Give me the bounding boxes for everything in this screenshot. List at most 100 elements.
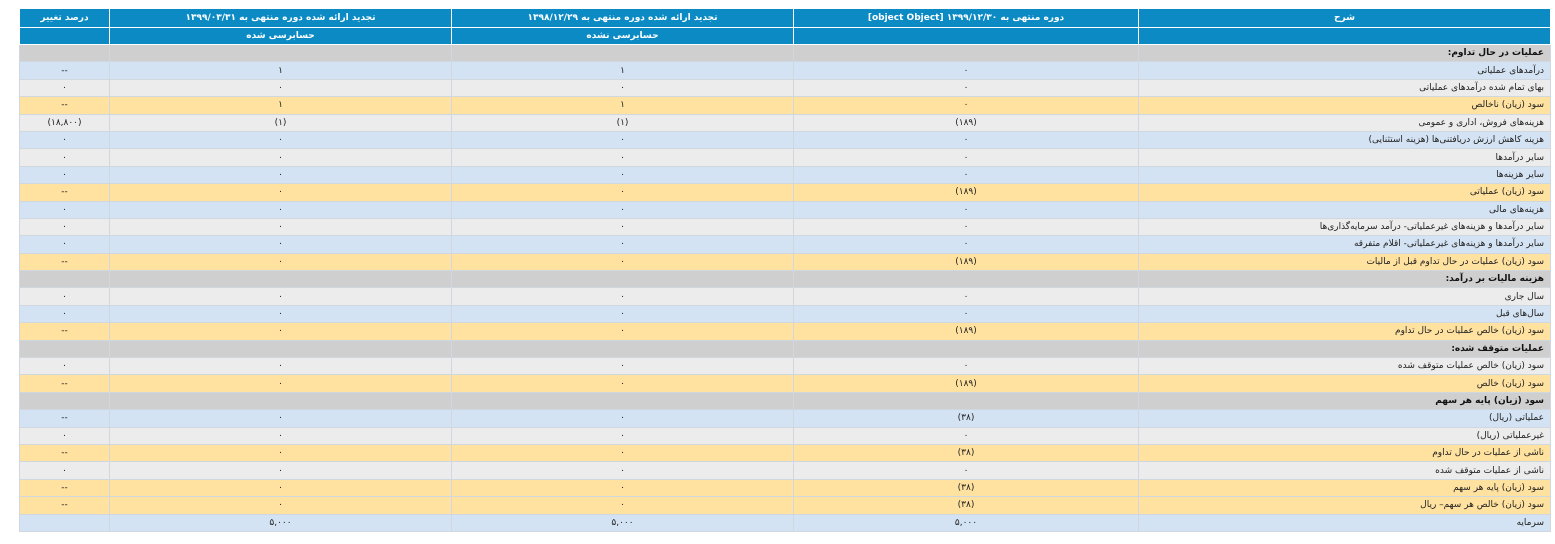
row-label: ناشی از عملیات متوقف شده [1138, 461, 1551, 480]
value-period-1: (۳۸) [793, 496, 1139, 515]
row-label: هزینه‌های مالی [1138, 200, 1551, 219]
table-row: سود (زیان) خالص عملیات در حال تداوم (۱۸۹)… [19, 322, 1551, 341]
value-period-1: ۰ [793, 461, 1139, 480]
section-header-row: عملیات در حال تداوم: [19, 43, 1551, 63]
value-period-2: ۰ [451, 426, 794, 445]
value-period-3: ۰ [109, 235, 452, 254]
section-label: هزینه مالیات بر درآمد: [1138, 270, 1551, 289]
value-period-2: ۱ [451, 96, 794, 115]
row-label: سود (زیان) ناخالص [1138, 96, 1551, 115]
table-body: عملیات در حال تداوم: درآمدهای عملیاتی ۰ ۱ ۱-… [19, 43, 1551, 532]
table-row: ناشی از عملیات متوقف شده ۰ ۰ ۰ ۰ [19, 461, 1551, 480]
value-period-3: ۰ [109, 217, 452, 237]
value-change-percent: ۰ [19, 287, 110, 306]
value-period-1: ۰ [793, 200, 1139, 219]
value-period-1: (۱۸۹) [793, 322, 1139, 341]
table-row: سایر درآمدها و هزینه‌های غیرعملیاتی- درآ… [19, 217, 1551, 237]
value-period-2: ۰ [451, 322, 794, 341]
value-period-1: (۳۸) [793, 478, 1139, 498]
header-period-2: تجدید ارائه شده دوره منتهی به ۱۳۹۸/۱۲/۲۹ [451, 8, 794, 28]
table-row: سود (زیان) خالص عملیات متوقف شده ۰ ۰ ۰ ۰ [19, 357, 1551, 376]
section-header-row: عملیات متوقف شده: [19, 339, 1551, 359]
value-change-percent: ۰ [19, 461, 110, 480]
table-row: سایر درآمدها ۰ ۰ ۰ ۰ [19, 148, 1551, 167]
value-period-3: ۰ [109, 130, 452, 150]
row-label: عملیاتی (ریال) [1138, 409, 1551, 428]
section-header-row: هزینه مالیات بر درآمد: [19, 270, 1551, 289]
value-period-1: ۰ [793, 426, 1139, 445]
value-period-3: ۰ [109, 461, 452, 480]
section-header-row: سود (زیان) پایه هر سهم [19, 391, 1551, 411]
subheader-period-2: حسابرسی نشده [451, 27, 794, 45]
row-label: ناشی از عملیات در حال تداوم [1138, 443, 1551, 463]
value-period-3: ۵,۰۰۰ [109, 513, 452, 532]
value-change-percent: ۰ [19, 78, 110, 98]
subheader-period-3: حسابرسی شده [109, 27, 452, 45]
value-period-3: ۱ [109, 61, 452, 80]
subheader-description [1138, 27, 1551, 45]
value-period-1: ۰ [793, 357, 1139, 376]
value-period-1: ۰ [793, 235, 1139, 254]
value-period-3: ۰ [109, 183, 452, 202]
value-period-1: ۰ [793, 148, 1139, 167]
value-period-1: ۰ [793, 130, 1139, 150]
row-label: سود (زیان) خالص عملیات در حال تداوم [1138, 322, 1551, 341]
value-period-2: ۰ [451, 148, 794, 167]
row-label: سایر درآمدها [1138, 148, 1551, 167]
row-label: سود (زیان) خالص هر سهم– ریال [1138, 496, 1551, 515]
section-empty-cell [19, 270, 110, 289]
value-period-3: ۰ [109, 165, 452, 185]
value-period-1: ۰ [793, 61, 1139, 80]
value-period-2: ۰ [451, 165, 794, 185]
value-change-percent: -- [19, 252, 110, 272]
value-change-percent: ۰ [19, 165, 110, 185]
section-empty-cell [109, 391, 452, 411]
value-period-1: (۱۸۹) [793, 113, 1139, 132]
row-label: هزینه کاهش ارزش دریافتنی‌ها (هزینه استثن… [1138, 130, 1551, 150]
value-change-percent: (۱۸,۸۰۰) [19, 113, 110, 132]
table-row: سایر درآمدها و هزینه‌های غیرعملیاتی- اقل… [19, 235, 1551, 254]
section-empty-cell [19, 339, 110, 359]
income-statement-container: شرح دوره منتهی به ۱۳۹۹/۱۲/۳۰ [object Obj… [19, 8, 1551, 532]
table-row: سود (زیان) خالص (۱۸۹) ۰ ۰ -- [19, 374, 1551, 393]
value-change-percent: -- [19, 183, 110, 202]
subheader-change [19, 27, 110, 45]
value-period-3: ۰ [109, 478, 452, 498]
value-change-percent: -- [19, 409, 110, 428]
value-period-2: (۱) [451, 113, 794, 132]
row-label: هزینه‌های فروش، اداری و عمومی [1138, 113, 1551, 132]
value-period-2: ۱ [451, 61, 794, 80]
value-change-percent: ۰ [19, 217, 110, 237]
value-period-1: (۳۸) [793, 409, 1139, 428]
section-empty-cell [793, 270, 1139, 289]
value-period-2: ۰ [451, 443, 794, 463]
header-change-percent: درصد تغییر [19, 8, 110, 28]
value-period-2: ۰ [451, 374, 794, 393]
row-label: غیرعملیاتی (ریال) [1138, 426, 1551, 445]
value-period-3: ۰ [109, 322, 452, 341]
value-period-2: ۰ [451, 78, 794, 98]
value-period-1: ۰ [793, 287, 1139, 306]
value-change-percent: -- [19, 496, 110, 515]
section-empty-cell [19, 43, 110, 63]
table-row: سرمایه ۵,۰۰۰ ۵,۰۰۰ ۵,۰۰۰ [19, 513, 1551, 532]
value-period-2: ۰ [451, 130, 794, 150]
section-empty-cell [451, 43, 794, 63]
row-label: بهای تمام شده درآمدهای عملیاتی [1138, 78, 1551, 98]
value-period-2: ۰ [451, 496, 794, 515]
value-period-3: ۱ [109, 96, 452, 115]
value-change-percent: ۰ [19, 304, 110, 324]
value-change-percent: ۰ [19, 426, 110, 445]
value-change-percent: ۰ [19, 200, 110, 219]
table-row: سود (زیان) عملیاتی (۱۸۹) ۰ ۰ -- [19, 183, 1551, 202]
value-change-percent: ۰ [19, 130, 110, 150]
value-period-1: ۰ [793, 165, 1139, 185]
value-period-3: ۰ [109, 426, 452, 445]
income-statement-table: شرح دوره منتهی به ۱۳۹۹/۱۲/۳۰ [object Obj… [19, 8, 1551, 532]
value-period-3: ۰ [109, 357, 452, 376]
value-period-3: ۰ [109, 409, 452, 428]
value-period-2: ۰ [451, 304, 794, 324]
value-period-3: ۰ [109, 78, 452, 98]
value-period-3: ۰ [109, 374, 452, 393]
value-period-3: ۰ [109, 252, 452, 272]
